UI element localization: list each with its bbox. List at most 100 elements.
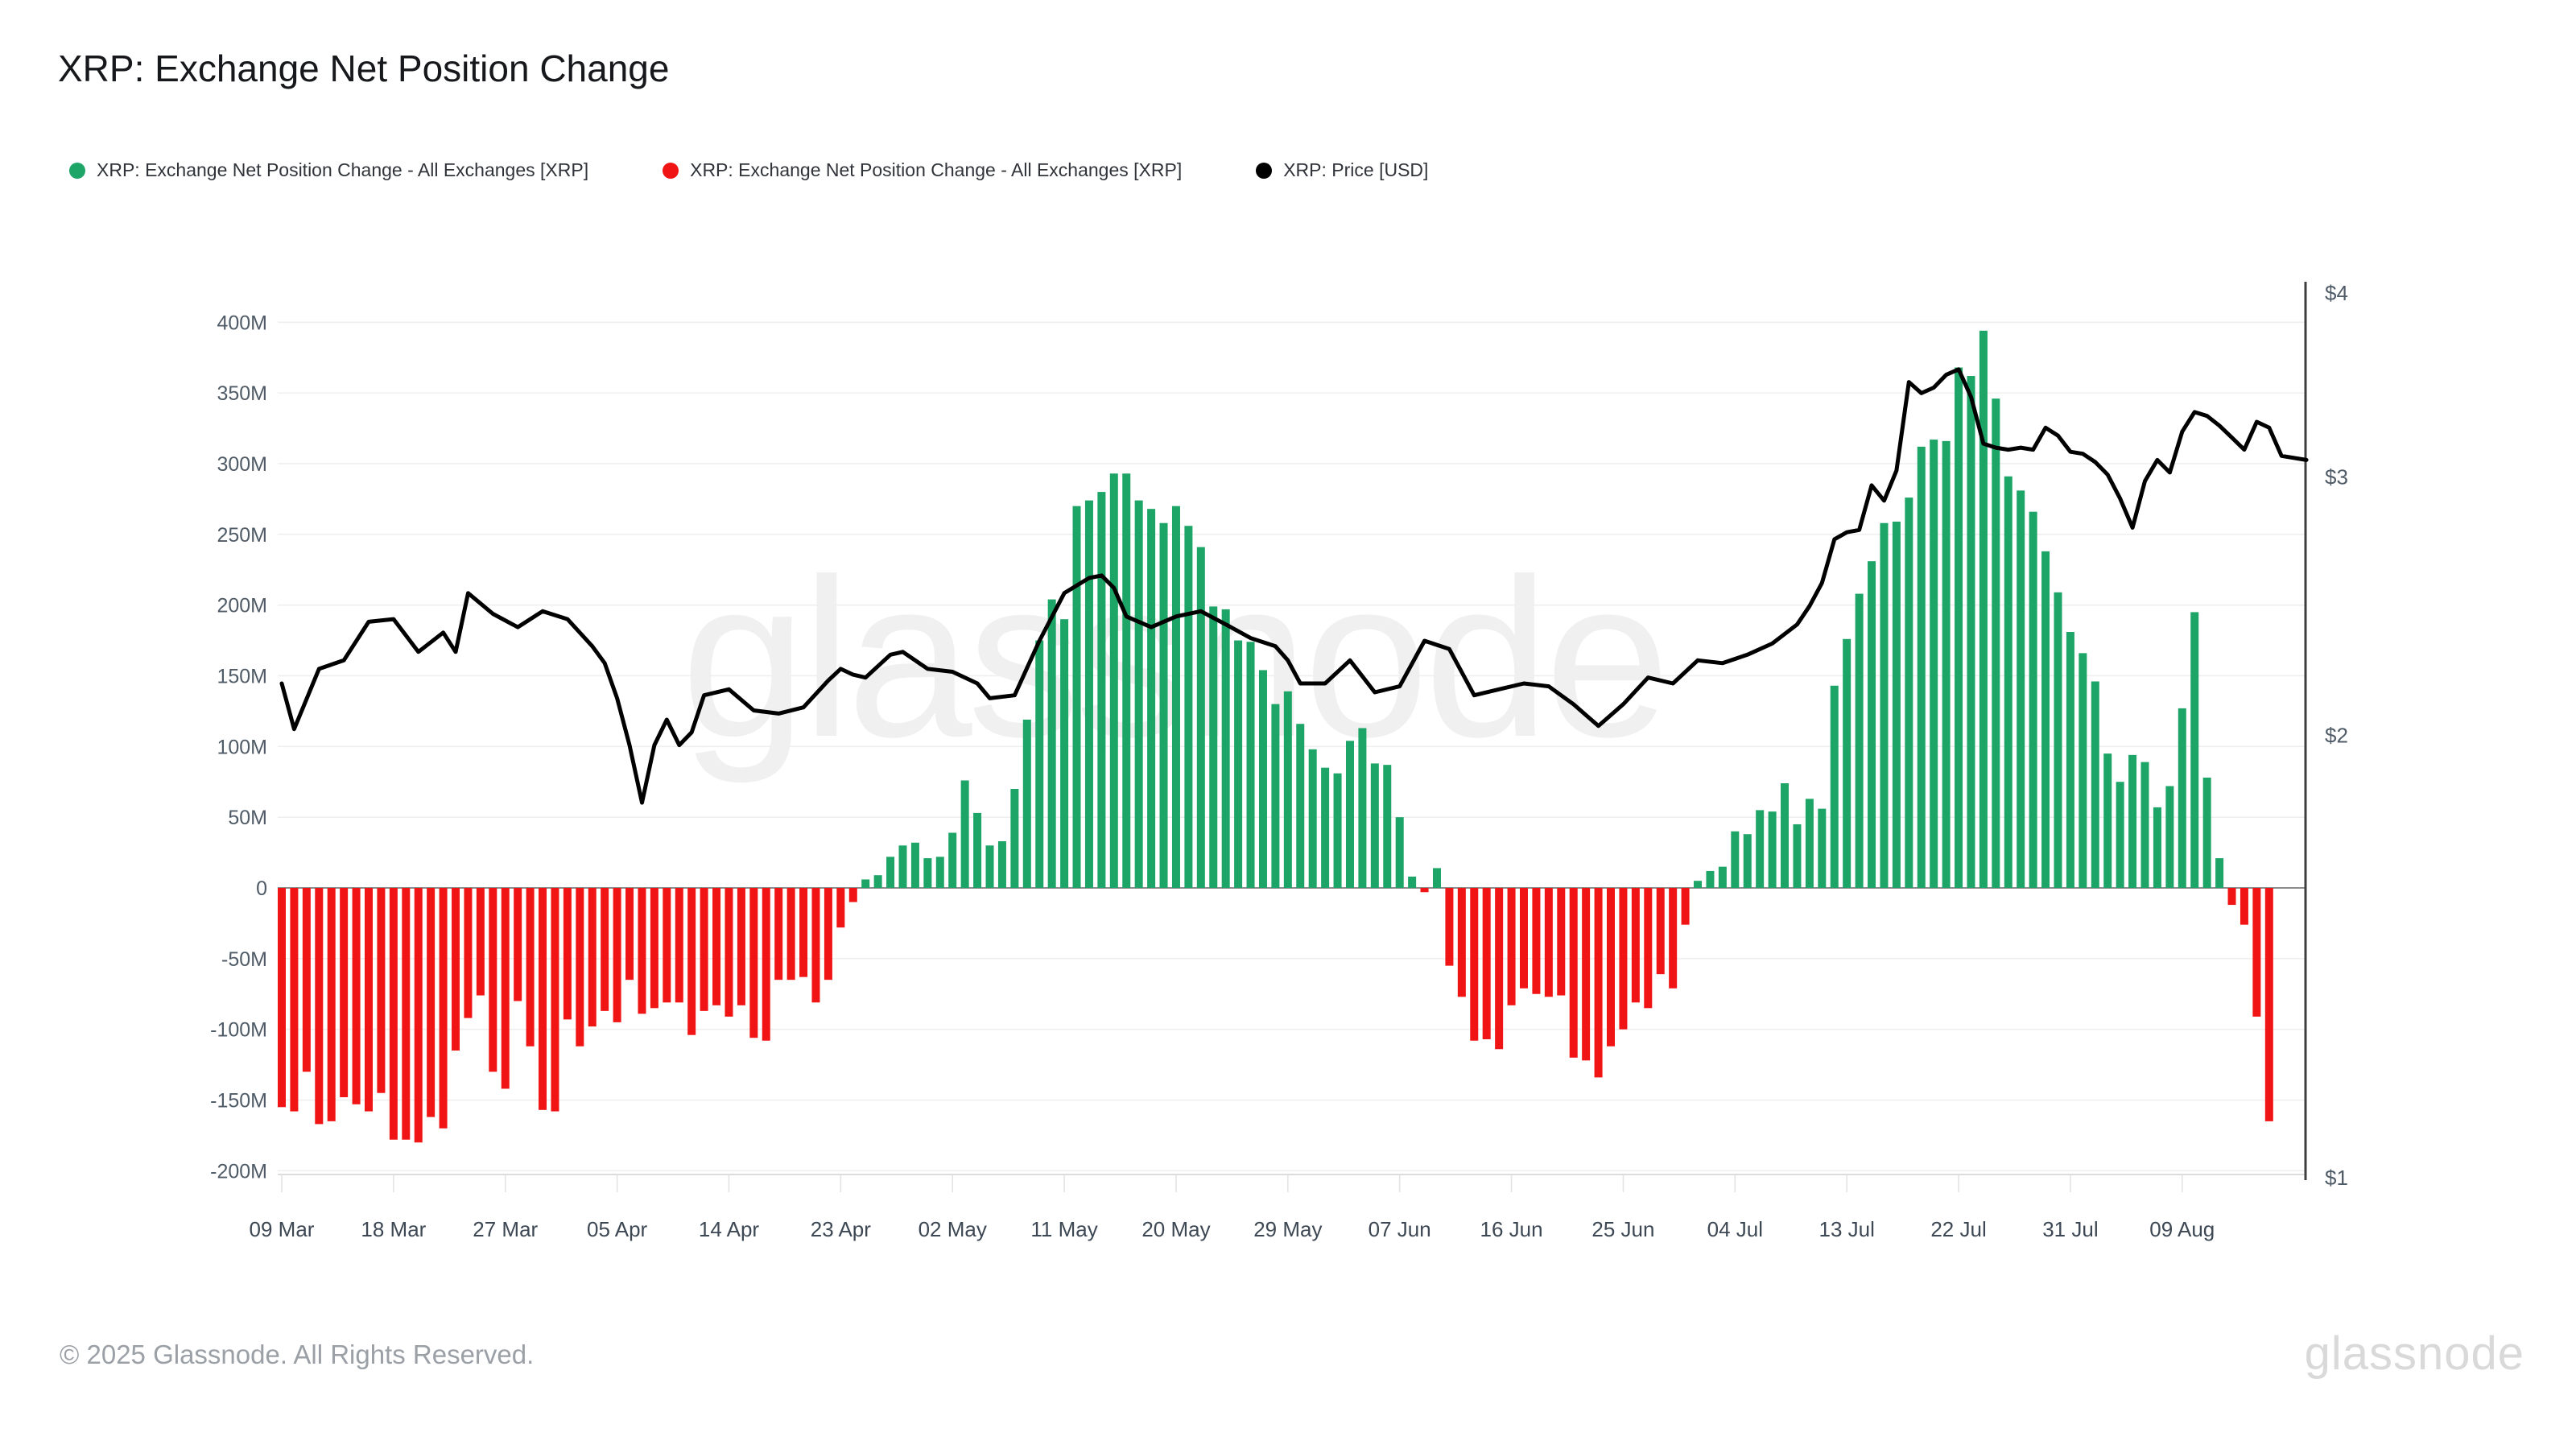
netflow-bar-negative[interactable] [514, 888, 522, 1001]
netflow-bar-positive[interactable] [1333, 773, 1342, 888]
netflow-bar-negative[interactable] [1619, 888, 1628, 1030]
netflow-bar-positive[interactable] [1868, 561, 1876, 888]
netflow-bar-negative[interactable] [724, 888, 733, 1017]
netflow-bar-positive[interactable] [1830, 685, 1839, 888]
netflow-bar-positive[interactable] [1134, 500, 1143, 888]
netflow-bar-positive[interactable] [1035, 640, 1044, 888]
netflow-bar-positive[interactable] [1694, 881, 1703, 888]
netflow-bar-negative[interactable] [1582, 888, 1591, 1061]
netflow-bar-positive[interactable] [1930, 440, 1938, 888]
netflow-bar-negative[interactable] [824, 888, 832, 980]
price-line[interactable] [279, 367, 2309, 805]
netflow-bar-negative[interactable] [712, 888, 721, 1005]
netflow-bar-positive[interactable] [1731, 831, 1740, 888]
netflow-bar-positive[interactable] [985, 845, 994, 888]
netflow-bar-positive[interactable] [886, 857, 895, 888]
netflow-bar-positive[interactable] [1097, 492, 1106, 888]
netflow-bar-negative[interactable] [675, 888, 683, 1003]
netflow-bar-negative[interactable] [452, 888, 460, 1051]
netflow-bar-negative[interactable] [327, 888, 336, 1121]
netflow-bar-positive[interactable] [935, 857, 944, 888]
netflow-bar-positive[interactable] [1743, 834, 1752, 888]
netflow-bar-negative[interactable] [2252, 888, 2261, 1017]
netflow-bar-positive[interactable] [1184, 526, 1193, 888]
netflow-bar-positive[interactable] [2128, 754, 2137, 888]
netflow-bar-positive[interactable] [1793, 824, 1802, 888]
netflow-bar-negative[interactable] [352, 888, 361, 1104]
netflow-bar-negative[interactable] [340, 888, 349, 1098]
netflow-bar-positive[interactable] [1818, 808, 1827, 888]
netflow-bar-positive[interactable] [2091, 681, 2099, 888]
netflow-bar-positive[interactable] [1258, 670, 1267, 888]
netflow-bar-negative[interactable] [1482, 888, 1491, 1039]
legend-item-price[interactable]: XRP: Price [USD] [1256, 159, 1428, 181]
netflow-bar-positive[interactable] [1345, 741, 1354, 888]
netflow-bar-positive[interactable] [2017, 490, 2025, 888]
netflow-bar-negative[interactable] [687, 888, 696, 1035]
netflow-bar-positive[interactable] [2041, 551, 2050, 888]
netflow-bar-positive[interactable] [1159, 522, 1168, 888]
netflow-bar-negative[interactable] [278, 888, 286, 1108]
netflow-bar-negative[interactable] [439, 888, 448, 1129]
netflow-bar-negative[interactable] [588, 888, 597, 1027]
netflow-bar-positive[interactable] [1718, 866, 1727, 888]
netflow-bar-positive[interactable] [2066, 632, 2074, 888]
netflow-bar-positive[interactable] [1979, 330, 1988, 888]
netflow-bar-positive[interactable] [2029, 511, 2037, 888]
netflow-bar-positive[interactable] [1147, 509, 1156, 888]
netflow-bar-negative[interactable] [501, 888, 510, 1089]
netflow-bar-positive[interactable] [1395, 817, 1404, 888]
netflow-bar-negative[interactable] [737, 888, 745, 1005]
netflow-bar-negative[interactable] [638, 888, 646, 1014]
netflow-bar-negative[interactable] [799, 888, 808, 977]
netflow-bar-negative[interactable] [1420, 888, 1429, 893]
netflow-bar-positive[interactable] [1843, 638, 1852, 888]
netflow-bar-positive[interactable] [960, 780, 969, 888]
netflow-bar-positive[interactable] [1892, 521, 1901, 888]
netflow-bar-positive[interactable] [1308, 749, 1317, 888]
netflow-bar-negative[interactable] [1495, 888, 1504, 1050]
netflow-bar-negative[interactable] [811, 888, 820, 1003]
netflow-bar-negative[interactable] [315, 888, 324, 1125]
netflow-bar-positive[interactable] [2165, 786, 2174, 888]
netflow-bar-positive[interactable] [1283, 691, 1292, 888]
netflow-bar-positive[interactable] [1271, 704, 1280, 888]
netflow-bar-negative[interactable] [613, 888, 621, 1022]
netflow-bar-negative[interactable] [563, 888, 572, 1020]
legend-item-netflow-positive[interactable]: XRP: Exchange Net Position Change - All … [69, 159, 588, 181]
netflow-bar-negative[interactable] [539, 888, 547, 1110]
netflow-bar-positive[interactable] [2190, 612, 2199, 888]
netflow-bar-negative[interactable] [377, 888, 386, 1093]
netflow-bar-positive[interactable] [1010, 789, 1019, 888]
netflow-bar-negative[interactable] [2264, 888, 2273, 1121]
netflow-bar-negative[interactable] [1594, 888, 1603, 1078]
netflow-bar-negative[interactable] [1669, 888, 1678, 989]
netflow-bar-positive[interactable] [898, 845, 907, 888]
netflow-bar-positive[interactable] [873, 875, 882, 888]
netflow-bar-negative[interactable] [526, 888, 535, 1046]
netflow-bar-positive[interactable] [1917, 446, 1926, 888]
netflow-bar-negative[interactable] [427, 888, 436, 1117]
netflow-bar-positive[interactable] [1246, 642, 1255, 888]
netflow-bar-negative[interactable] [774, 888, 783, 980]
netflow-bar-negative[interactable] [551, 888, 559, 1112]
netflow-bar-positive[interactable] [1072, 506, 1081, 888]
netflow-bar-negative[interactable] [402, 888, 411, 1140]
netflow-bar-positive[interactable] [1432, 868, 1441, 888]
netflow-bar-negative[interactable] [786, 888, 795, 980]
netflow-bar-positive[interactable] [2116, 782, 2124, 888]
netflow-bar-negative[interactable] [1557, 888, 1566, 996]
netflow-bar-negative[interactable] [302, 888, 311, 1072]
netflow-bar-positive[interactable] [1321, 767, 1330, 888]
netflow-bar-negative[interactable] [848, 888, 857, 902]
netflow-bar-negative[interactable] [1644, 888, 1653, 1009]
netflow-bar-positive[interactable] [1047, 599, 1056, 888]
netflow-bar-negative[interactable] [1457, 888, 1466, 997]
netflow-bar-positive[interactable] [1880, 522, 1889, 888]
netflow-bar-negative[interactable] [1470, 888, 1479, 1041]
netflow-bar-positive[interactable] [2103, 753, 2112, 888]
netflow-bar-positive[interactable] [1122, 473, 1131, 888]
netflow-bar-positive[interactable] [1942, 440, 1951, 888]
netflow-bar-negative[interactable] [1507, 888, 1516, 1005]
netflow-bar-positive[interactable] [1084, 500, 1093, 888]
